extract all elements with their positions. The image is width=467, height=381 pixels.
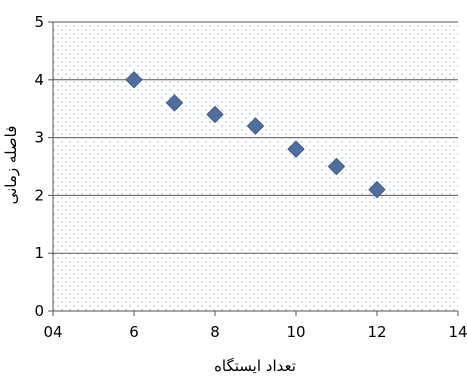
x-tick-label: 6 [129,323,139,341]
data-point [206,105,224,124]
y-tick-label: 5 [34,13,44,31]
data-point [287,140,305,158]
y-axis-label: فاصله زمانی [2,126,20,205]
x-tick-label: 10 [286,323,305,341]
y-tick-label: 1 [34,244,44,262]
x-tick-label: 12 [367,323,386,341]
data-point [165,94,184,112]
y-tick-label: 0 [34,302,44,320]
x-tick-label: 14 [448,323,467,341]
y-tick-label: 4 [34,71,44,89]
y-tick-label: 3 [34,129,44,147]
x-axis-label: تعداد ایستگاه [214,357,296,375]
gridlines [53,21,458,254]
data-point [327,157,346,176]
data-points [125,71,386,199]
data-point [125,71,143,89]
x-tick-label: 8 [210,323,220,341]
data-point [368,180,386,199]
plot-area [53,22,458,311]
x-tick-label: 04 [43,323,62,341]
axes [48,21,459,316]
data-point [246,117,265,135]
y-tick-label: 2 [34,186,44,204]
